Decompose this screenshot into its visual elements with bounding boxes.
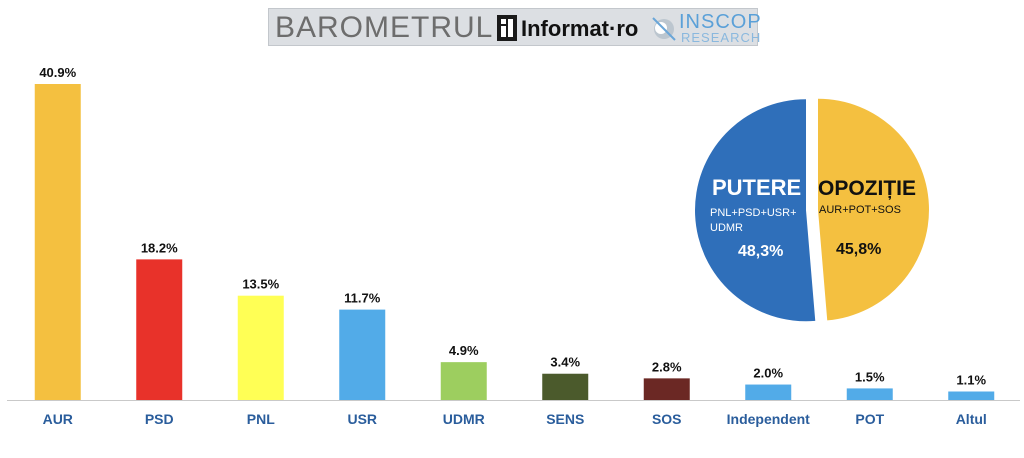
bar-sens [542,373,589,400]
bar-udmr [440,362,487,400]
inscop-logo-text: INSCOP [679,11,762,33]
bar-sos [643,378,690,400]
category-label: SOS [652,411,682,427]
pie-slice-putere [695,99,816,322]
pie-value-putere: 48,3% [738,243,783,260]
pie-value-opozitie: 45,8% [836,241,881,258]
pie-label-putere: PUTERE [712,175,801,200]
inscop-logo-icon [652,17,676,41]
bar-pot [846,388,893,400]
bar-value-label: 4.9% [449,343,479,358]
bar-independent [745,384,792,400]
category-label: AUR [43,411,73,427]
banner-title: BAROMETRUL [275,11,494,44]
pie-slice-opozitie [817,98,929,321]
bar-value-label: 3.4% [550,355,580,370]
category-label: Altul [956,411,987,427]
bar-value-label: 18.2% [141,240,178,255]
bar-value-label: 2.0% [753,366,783,381]
bar-pnl [237,295,284,400]
category-label: POT [855,411,884,427]
bar-value-label: 13.5% [242,277,279,292]
bar-aur [34,84,81,400]
bar-altul [948,391,995,400]
pie-chart: PUTERE PNL+PSD+USR+ UDMR 48,3% OPOZIȚIE AUR+P… [695,98,929,322]
barometer-banner: BAROMETRUL Informat·ro INSCOP RESEARCH [268,8,762,46]
bar-chart: 40.9% AUR 18.2% PSD 13.5% PNL 11.7% USR 4.9% UDMR… [7,65,1020,427]
pie-sublabel-putere-2: UDMR [710,222,743,234]
informat-logo-text: Informat·ro [521,16,639,41]
inscop-logo-subtext: RESEARCH [681,30,762,45]
bar-value-label: 1.5% [855,369,885,384]
pie-sublabel-opozitie: AUR+POT+SOS [819,204,901,216]
category-label: UDMR [443,411,485,427]
bar-value-label: 1.1% [956,373,986,388]
bar-value-label: 2.8% [652,359,682,374]
category-label: Independent [727,411,811,427]
bar-value-label: 40.9% [39,65,76,80]
pie-sublabel-putere: PNL+PSD+USR+ [710,207,797,219]
category-label: USR [347,411,377,427]
category-label: PSD [145,411,174,427]
bar-value-label: 11.7% [344,291,381,306]
pie-label-opozitie: OPOZIȚIE [818,177,916,200]
bar-psd [136,259,183,400]
category-label: PNL [247,411,275,427]
category-label: SENS [546,411,584,427]
informat-logo-icon [497,15,517,41]
bar-usr [339,309,386,400]
